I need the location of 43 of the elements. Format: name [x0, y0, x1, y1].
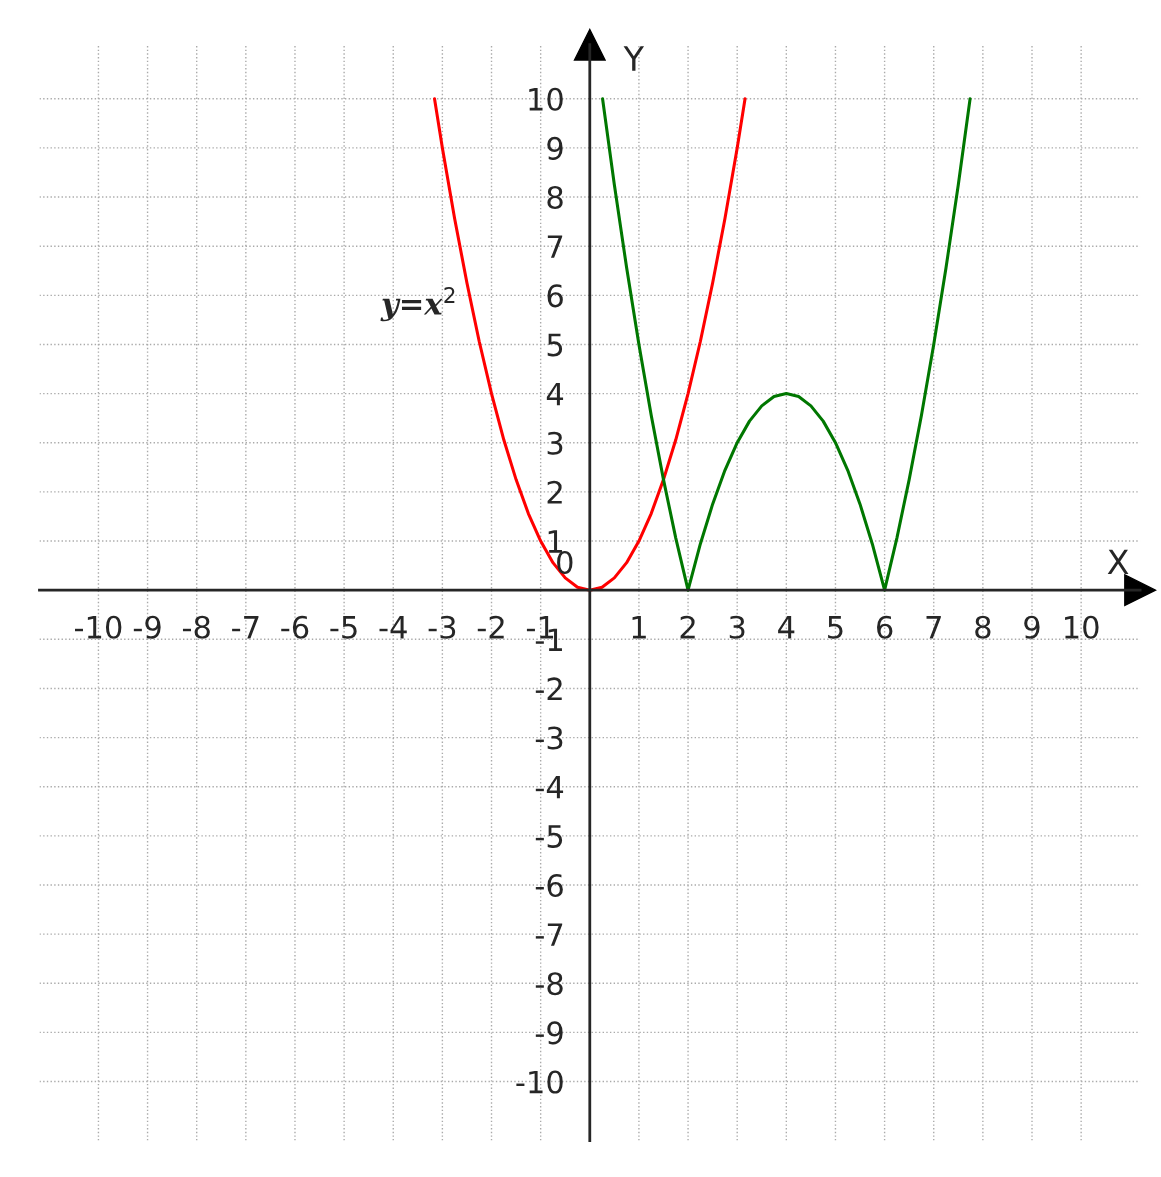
y-tick-label: -8	[535, 972, 563, 996]
x-tick-label: 8	[975, 615, 991, 639]
y-tick-label: 3	[547, 431, 563, 455]
y-tick-label: 9	[547, 136, 563, 160]
x-tick-label: 3	[729, 615, 745, 639]
x-tick-label: -2	[477, 615, 504, 639]
line-series	[601, 97, 972, 592]
y-tick-label: -5	[535, 825, 563, 848]
x-tick-label: -5	[330, 616, 357, 639]
x-tick-label: -7	[232, 616, 259, 639]
y-tick-label: 7	[547, 235, 563, 258]
y-tick-label: -7	[535, 923, 563, 946]
x-tick-label: 1	[632, 616, 646, 639]
x-tick-label: 4	[778, 616, 795, 639]
y-tick-label: -9	[535, 1021, 563, 1045]
x-tick-label: -6	[281, 615, 309, 639]
y-tick-label: 5	[547, 333, 563, 357]
y-tick-label: 6	[547, 284, 563, 308]
x-tick-label: 5	[828, 616, 843, 639]
y-axis-title: Y	[623, 46, 645, 71]
x-tick-label: -8	[182, 615, 210, 639]
annotation: y=x$^{2}$	[380, 287, 455, 322]
y-tick-label: -10	[516, 1070, 563, 1094]
x-tick-label: -9	[133, 615, 161, 639]
x-tick-label: 9	[1024, 615, 1040, 639]
y-tick-label: 1	[548, 530, 562, 553]
x-tick-label: -3	[428, 615, 456, 639]
y-tick-label: -6	[535, 873, 563, 898]
y-tick-label: -3	[535, 726, 563, 750]
x-tick-label: -4	[379, 616, 407, 639]
x-tick-label: 10	[1065, 615, 1099, 639]
x-tick-label: 7	[926, 616, 941, 639]
x-axis-title: X	[1107, 549, 1129, 575]
y-tick-label: 2	[547, 480, 562, 504]
y-tick-label: 8	[547, 185, 563, 210]
y-tick-label: -4	[535, 776, 564, 799]
x-tick-label: 2	[680, 615, 695, 639]
annotation: 0	[557, 550, 573, 575]
y-tick-label: -2	[535, 677, 562, 701]
y-tick-label: 4	[546, 382, 564, 406]
x-tick-label: -10	[74, 615, 122, 639]
x-tick-label: 6	[877, 615, 893, 639]
y-tick-label: 10	[529, 87, 563, 111]
